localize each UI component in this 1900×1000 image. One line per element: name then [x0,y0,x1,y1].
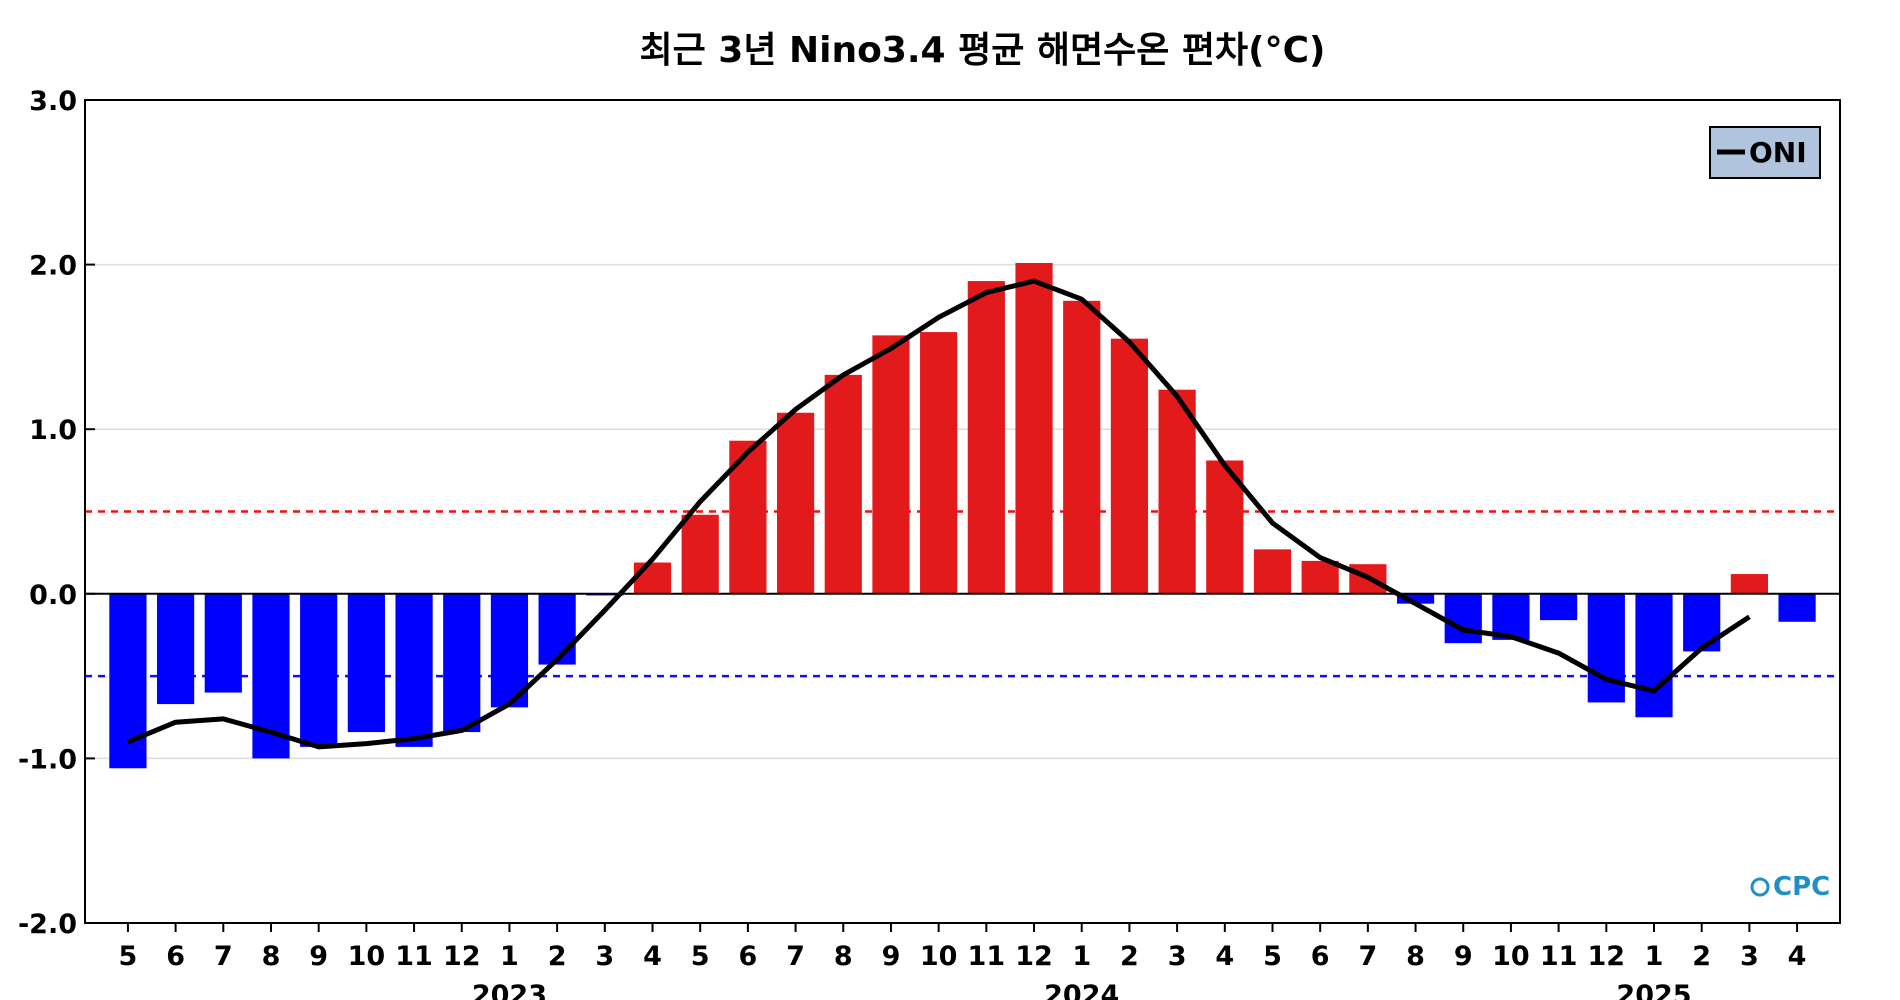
x-tick-label: 11 [395,941,433,972]
legend-label-oni: ONI [1749,136,1807,169]
x-tick-label: 9 [1454,941,1473,972]
bar [1110,338,1149,594]
bar [1587,593,1625,703]
x-tick-label: 4 [1215,941,1234,972]
bar [157,593,195,705]
bar [872,335,910,594]
bar [1158,389,1196,594]
bar [681,514,719,594]
year-label: 2024 [1044,980,1119,1000]
x-tick-label: 10 [1492,941,1530,972]
x-tick-label: 1 [1072,941,1091,972]
x-tick-label: 2 [1692,941,1711,972]
bar [443,593,481,733]
x-tick-label: 1 [500,941,519,972]
oni-line [126,278,1751,750]
bar [538,593,576,665]
y-tick-label: 2.0 [29,251,77,282]
x-tick-label: 8 [262,941,281,972]
x-tick-label: 3 [1168,941,1187,972]
chart-title: 최근 3년 Nino3.4 평균 해면수온 편차(°C) [640,30,1326,71]
bar [395,593,433,747]
legend: ONI [1709,126,1821,179]
year-labels: 2023 2024 2025 [472,980,1692,1000]
bar [1730,574,1768,594]
x-tick-label: 12 [1015,941,1053,972]
x-tick-label: 9 [309,941,328,972]
x-tick-label: 3 [595,941,614,972]
bar [776,412,815,594]
bar [1540,593,1578,621]
x-tick-label: 6 [1311,941,1330,972]
x-tick-label: 12 [443,941,481,972]
x-axis: 5 6 7 8 9 10 11 12 1 2 3 4 5 6 7 8 9 10 11 12 1 2 3 4 5 6 7 8 9 10 11 1… [119,923,1807,972]
x-tick-label: 12 [1588,941,1626,972]
bar [1253,549,1292,594]
bar [1492,593,1530,640]
x-tick-label: 10 [348,941,386,972]
bar [1301,560,1339,594]
y-tick-label: 0.0 [29,580,77,611]
y-tick-label: 1.0 [29,415,77,446]
bar [1444,593,1482,644]
x-tick-label: 4 [1788,941,1807,972]
bar [1778,593,1816,622]
oni-line-series [126,278,1751,750]
x-tick-label: 3 [1740,941,1759,972]
bar [490,593,529,708]
bar [633,562,672,594]
x-tick-label: 6 [738,941,757,972]
bar [1683,593,1721,652]
x-tick-label: 5 [1263,941,1282,972]
bar-series [109,262,1816,769]
x-tick-label: 11 [1540,941,1578,972]
x-tick-label: 2 [1120,941,1139,972]
x-tick-label: 4 [643,941,662,972]
bar [920,332,958,594]
bar [967,281,1005,594]
y-tick-label: -1.0 [18,744,77,775]
year-label: 2023 [472,980,547,1000]
bar [1063,300,1101,594]
bar [204,593,242,693]
x-tick-label: 11 [968,941,1006,972]
cpc-watermark-logo: CPC [1773,872,1830,902]
x-tick-label: 5 [119,941,138,972]
bar [1396,593,1435,604]
bar [300,593,338,747]
bar [824,374,862,594]
year-label: 2025 [1616,980,1691,1000]
x-tick-label: 6 [166,941,185,972]
x-tick-label: 9 [882,941,901,972]
bar [1635,593,1673,718]
x-tick-label: 7 [786,941,805,972]
y-tick-label: 3.0 [29,86,77,117]
x-tick-label: 8 [1406,941,1425,972]
bar [347,593,385,733]
x-tick-label: 1 [1645,941,1664,972]
bar [1015,262,1053,594]
x-tick-label: 2 [548,941,567,972]
x-tick-label: 8 [834,941,853,972]
plot-frame [84,99,1841,924]
y-axis: 3.0 2.0 1.0 0.0 -1.0 -2.0 [18,86,95,940]
x-tick-label: 7 [1358,941,1377,972]
cpc-logo-ring [1750,877,1770,897]
x-tick-label: 10 [920,941,958,972]
bar [109,593,147,769]
x-tick-label: 5 [691,941,710,972]
y-tick-label: -2.0 [18,909,77,940]
x-tick-label: 7 [214,941,233,972]
